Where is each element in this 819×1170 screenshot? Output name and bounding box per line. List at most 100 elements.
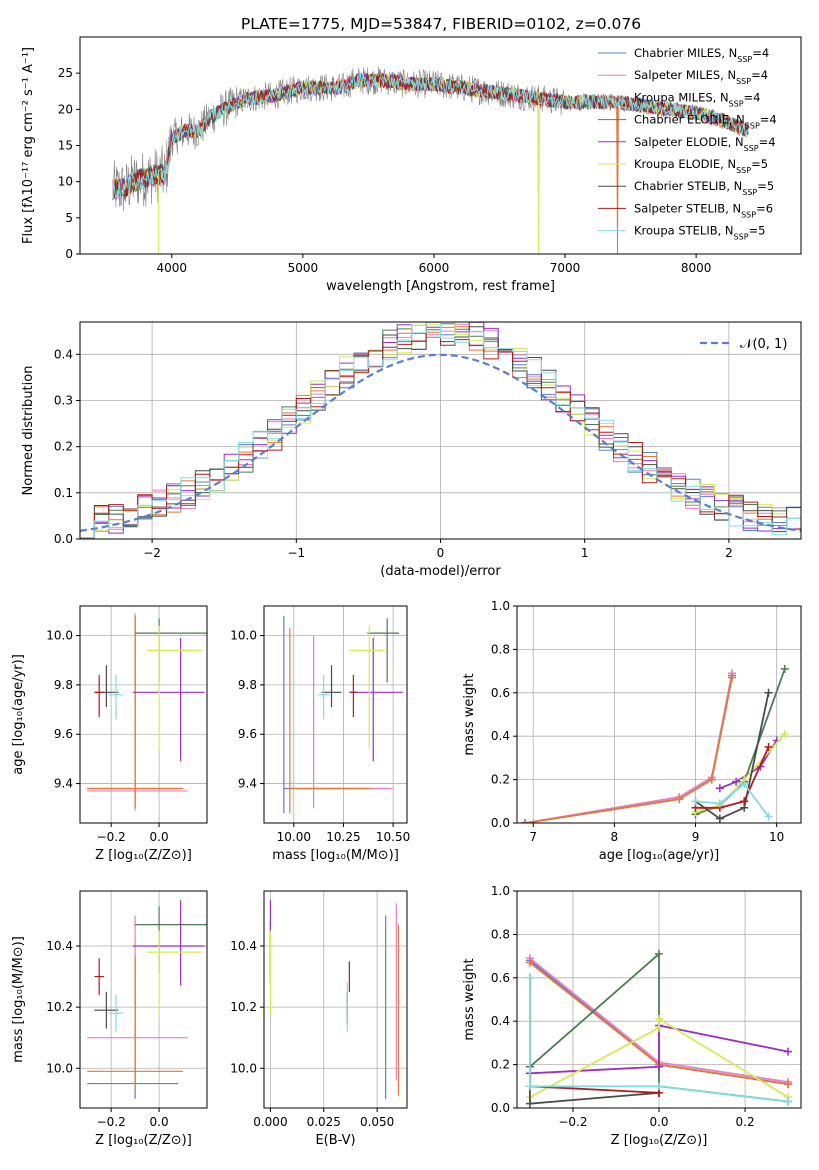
y-tick-label: 10.0: [230, 629, 257, 643]
grid-lines: [517, 605, 801, 824]
legend-entry: Chabrier STELIB, NSSP=5: [634, 179, 774, 197]
x-tick-label: 8000: [681, 261, 712, 275]
data-point: [764, 688, 773, 697]
legend-subscript: SSP: [744, 143, 759, 152]
errorbar-salpeter-elodie: [132, 900, 205, 986]
data-point: [525, 1099, 534, 1108]
data-point: [784, 1097, 793, 1106]
y-tick-label: 5: [65, 211, 73, 225]
legend-entry: Chabrier MILES, NSSP=4: [634, 46, 769, 64]
legend-subscript: SSP: [737, 55, 752, 64]
legend-label: Kroupa STELIB, N: [634, 224, 734, 238]
data-point: [525, 973, 534, 982]
data-point: [655, 949, 663, 958]
legend-n: =4: [751, 68, 768, 82]
legend-label: Chabrier STELIB, N: [634, 179, 742, 193]
series-line: [695, 746, 770, 809]
panel-mass_vs_Z: −0.2 0.0 10.0 10.2 10.4 Z [log₁₀(Z/Z⊙)] mass […: [11, 890, 208, 1148]
x-tick-label: 0.2: [736, 1115, 755, 1129]
errorbar-salpeter-miles: [313, 635, 394, 809]
errorbar-kroupa-miles: [87, 615, 184, 809]
y-tick-label: 0.8: [491, 927, 510, 941]
y-tick-label: 0.8: [491, 642, 510, 656]
plot-area: [269, 900, 400, 1099]
errorbar-salpeter-elodie: [349, 638, 404, 762]
y-tick-label: 15: [58, 139, 73, 153]
y-tick-label: 20: [58, 102, 73, 116]
x-tick-label: 0.025: [307, 1115, 341, 1129]
plot-area: [112, 66, 749, 254]
y-tick-label: 0.2: [491, 1058, 510, 1072]
legend-n: =6: [756, 201, 773, 215]
legend-label: Salpeter MILES, N: [634, 68, 736, 82]
x-tick-label: 0.050: [360, 1115, 394, 1129]
series-kroupa-miles: [521, 673, 737, 823]
data-point: [764, 812, 773, 821]
y-tick-label: 9.6: [238, 727, 257, 741]
plot-area: [283, 615, 404, 814]
legend-entry: Kroupa MILES, NSSP=4: [634, 90, 760, 108]
plot-area: [87, 900, 207, 1099]
series-line: [694, 692, 770, 820]
legend-label: Salpeter ELODIE, N: [634, 135, 744, 149]
series-line: [529, 977, 789, 1103]
x-tick-label: 2: [725, 546, 733, 560]
x-tick-label: −0.2: [97, 1115, 126, 1129]
y-tick-label: 0.2: [54, 440, 73, 454]
data-point: [525, 1082, 534, 1091]
y-tick-label: 9.8: [54, 678, 73, 692]
x-axis-label: E(B-V): [315, 1133, 355, 1148]
series-line: [695, 782, 770, 818]
normal-curve: [80, 353, 801, 532]
y-tick-label: 9.4: [238, 777, 257, 791]
legend-label: Chabrier MILES, N: [634, 46, 737, 60]
y-tick-label: 0.6: [491, 971, 510, 985]
x-axis-label: Z [log₁₀(Z/Z⊙)]: [95, 1133, 192, 1148]
data-point: [691, 797, 700, 806]
errorbar-salpeter-elodie: [132, 638, 205, 762]
data-point: [764, 743, 773, 752]
x-tick-label: 5000: [288, 261, 319, 275]
spectrum-title: PLATE=1775, MJD=53847, FIBERID=0102, z=0…: [241, 15, 641, 33]
data-point: [655, 1082, 663, 1091]
errorbar-chabrier-stelib: [321, 665, 342, 708]
errorbar-kroupa-stelib: [108, 675, 124, 720]
panel-age_vs_mass: 10.00 10.25 10.50 9.4 9.6 9.8 10.0 mass [log₁₀(…: [230, 605, 410, 863]
legend-entry: Chabrier ELODIE, NSSP=4: [634, 113, 777, 131]
data-point: [655, 1023, 663, 1032]
errorbar-salpeter-miles: [87, 915, 188, 1084]
errorbar-chabrier-stelib: [94, 665, 119, 708]
series-line: [529, 1017, 789, 1098]
series-line: [524, 677, 733, 823]
legend-entry: Salpeter STELIB, NSSP=6: [634, 201, 773, 219]
legend-subscript: SSP: [741, 210, 756, 219]
y-tick-label: 10.4: [46, 939, 73, 953]
panel-mass_weight_vs_Z: −0.2 0.0 0.2 0.0 0.2 0.4 0.6 0.8 1.0 Z [log₁₀(Z/Z…: [462, 884, 802, 1148]
legend-n: =5: [751, 157, 768, 171]
legend-label: Kroupa MILES, N: [634, 90, 729, 104]
y-tick-label: 0.0: [491, 816, 510, 830]
panel-mass_weight_vs_age: 7 8 9 10 0.0 0.2 0.4 0.6 0.8 1.0 age [log₁₀(age/yr…: [462, 599, 802, 863]
legend-n: =5: [749, 224, 766, 238]
legend-label: Salpeter STELIB, N: [634, 201, 741, 215]
panel-residuals: −2 −1 0 1 2 0.0 0.1 0.2 0.3 0.4 (data-model)/error…: [21, 321, 802, 579]
series-line: [695, 668, 786, 816]
legend-label: Kroupa ELODIE, N: [634, 157, 736, 171]
plot-area: [525, 949, 793, 1108]
legend-subscript: SSP: [742, 188, 757, 197]
series-kroupa-stelib: [691, 779, 773, 821]
data-point: [715, 784, 724, 793]
series-chabrier-miles: [521, 671, 737, 823]
errorbar-kroupa-miles: [87, 955, 184, 1087]
y-axis-label: age [log₁₀(age/yr)]: [11, 654, 26, 775]
data-point: [784, 1080, 793, 1089]
y-tick-label: 0.0: [491, 1101, 510, 1115]
y-axis-label: Flux [fλ10⁻¹⁷ erg cm⁻² s⁻¹ A⁻¹]: [21, 47, 36, 244]
x-tick-label: 0: [437, 546, 445, 560]
plot-area: [87, 613, 207, 811]
series-line: [524, 673, 733, 823]
axes-frame: [516, 605, 802, 824]
x-tick-label: 9: [692, 830, 700, 844]
y-tick-label: 0.4: [54, 347, 73, 361]
